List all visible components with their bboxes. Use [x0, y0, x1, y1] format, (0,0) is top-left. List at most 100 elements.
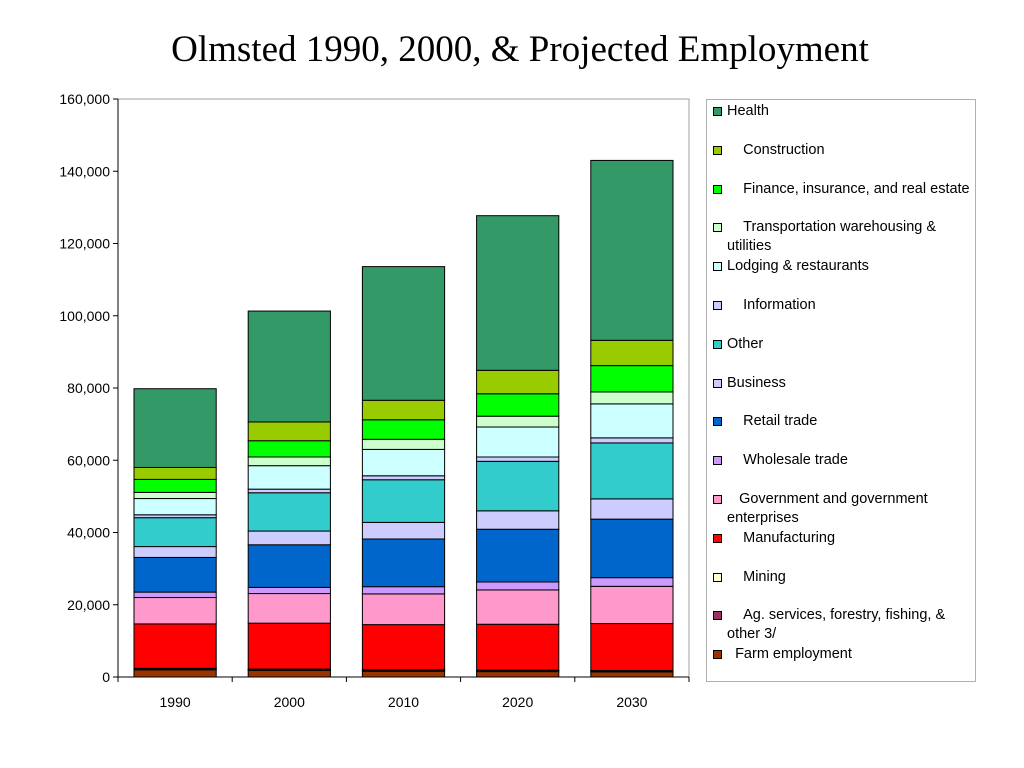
legend-swatch — [713, 107, 722, 116]
bar-segment — [590, 442, 674, 500]
bar-segment — [476, 426, 560, 458]
legend-swatch — [713, 184, 722, 194]
x-tick-label: 2000 — [274, 694, 305, 710]
bar-segment — [476, 369, 560, 395]
legend-swatch — [713, 611, 722, 621]
bar-segment — [247, 622, 331, 670]
y-tick-label: 60,000 — [67, 452, 110, 468]
legend-item: Farm employment — [713, 645, 971, 664]
bar-segment — [133, 498, 217, 516]
legend-item: Finance, insurance, and real estate — [713, 180, 971, 199]
x-tick-label: 1990 — [160, 694, 191, 710]
bar-segment — [476, 510, 560, 530]
bar-segment — [361, 419, 446, 440]
legend-label: Mining — [727, 568, 786, 585]
bar-segment — [247, 530, 331, 546]
legend-item: Transportation warehousing & utilities — [713, 218, 971, 256]
bar-segment — [247, 586, 331, 595]
bar-segment — [133, 669, 217, 678]
legend-label: Wholesale trade — [727, 452, 848, 469]
x-tick-label: 2020 — [502, 694, 533, 710]
legend-label: Retail trade — [727, 413, 818, 430]
y-tick-label: 100,000 — [59, 308, 110, 324]
legend-swatch — [713, 145, 722, 155]
bar-segment — [133, 517, 217, 548]
legend-label: Information — [727, 297, 816, 313]
y-tick-label: 20,000 — [67, 597, 110, 613]
bar-stack-2010 — [361, 266, 446, 678]
bar-segment — [361, 538, 446, 588]
legend-item: Construction — [713, 141, 971, 160]
legend-label: Government and government enterprises — [727, 491, 932, 526]
bar-segment — [590, 671, 674, 678]
bar-segment — [133, 597, 217, 625]
bar-segment — [476, 215, 560, 371]
bar-stack-2000 — [247, 310, 331, 678]
legend-swatch — [713, 495, 722, 504]
bar-segment — [361, 266, 446, 401]
bar-segment — [476, 456, 560, 462]
bar-segment — [476, 460, 560, 512]
bar-segment — [590, 159, 674, 341]
legend-item: Lodging & restaurants — [713, 257, 971, 276]
bar-segment — [476, 589, 560, 625]
stacked-bar-chart: 0 20,000 40,000 60,000 80,000 100,000 120,000 1… — [59, 91, 690, 710]
bar-segment — [247, 465, 331, 490]
y-tick-label: 80,000 — [67, 380, 110, 396]
bar-segment — [590, 498, 674, 520]
bar-segment — [476, 671, 560, 678]
chart-legend: Health Construction Finance, insurance, … — [706, 99, 976, 682]
y-tick-label: 40,000 — [67, 525, 110, 541]
bar-segment — [476, 581, 560, 591]
legend-swatch — [713, 572, 722, 582]
bar-stack-2020 — [476, 215, 560, 678]
bar-segment — [590, 437, 674, 444]
bar-segment — [361, 399, 446, 421]
legend-swatch — [713, 223, 722, 233]
legend-item: Mining — [713, 568, 971, 587]
legend-label: Construction — [727, 141, 825, 158]
bar-segment — [590, 403, 674, 439]
y-tick-label: 160,000 — [59, 91, 110, 107]
bar-segment — [476, 528, 560, 583]
y-tick-label: 140,000 — [59, 163, 110, 179]
bar-segment — [361, 624, 446, 671]
bar-segment — [361, 521, 446, 540]
legend-label: Lodging & restaurants — [727, 258, 869, 275]
legend-item: Ag. services, forestry, fishing, & other… — [713, 606, 971, 644]
legend-item: Information — [713, 296, 971, 315]
bar-segment — [361, 448, 446, 477]
legend-item: Wholesale trade — [713, 451, 971, 470]
bar-segment — [133, 546, 217, 558]
legend-label: Health — [727, 103, 769, 119]
legend-item: Government and government enterprises — [713, 490, 971, 528]
bar-segment — [590, 339, 674, 367]
legend-label: Manufacturing — [727, 529, 836, 546]
legend-label: Other — [727, 335, 764, 352]
legend-swatch — [713, 378, 722, 388]
bar-segment — [247, 593, 331, 624]
legend-item: Retail trade — [713, 412, 971, 431]
x-tick-label: 2030 — [616, 694, 647, 710]
x-tick-label: 2010 — [388, 694, 419, 710]
bar-segment — [247, 421, 331, 442]
legend-swatch — [713, 417, 722, 427]
bar-segment — [361, 475, 446, 481]
legend-item: Manufacturing — [713, 529, 971, 548]
legend-swatch — [713, 262, 722, 272]
bar-segment — [590, 365, 674, 393]
bar-segment — [590, 577, 674, 587]
bar-segment — [133, 388, 217, 468]
y-tick-label: 0 — [102, 669, 110, 685]
bar-segment — [247, 310, 331, 423]
legend-swatch — [713, 339, 722, 349]
bar-segment — [133, 591, 217, 599]
legend-swatch — [713, 533, 722, 543]
bar-segment — [247, 488, 331, 494]
bar-stack-1990 — [133, 388, 217, 678]
chart-title: Olmsted 1990, 2000, & Projected Employme… — [171, 29, 869, 70]
bar-segment — [590, 518, 674, 579]
bar-segment — [361, 593, 446, 626]
bar-segment — [361, 479, 446, 523]
bar-segment — [590, 623, 674, 671]
